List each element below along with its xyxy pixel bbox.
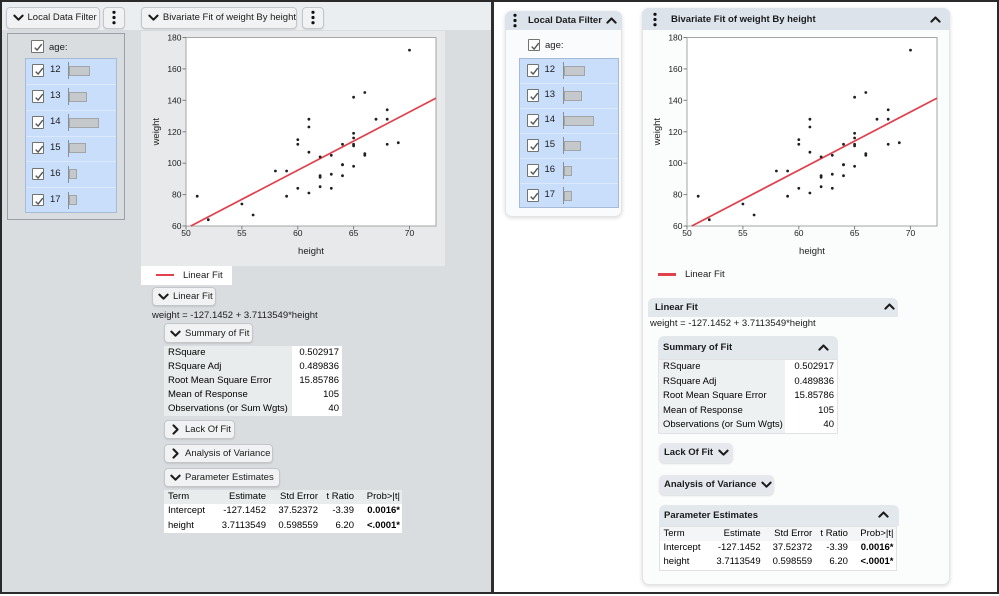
svg-text:180: 180 (167, 33, 181, 43)
svg-text:100: 100 (668, 158, 682, 168)
svg-text:120: 120 (167, 127, 181, 137)
svg-text:140: 140 (167, 95, 181, 105)
svg-text:height: height (799, 246, 825, 257)
svg-text:70: 70 (405, 228, 415, 238)
svg-text:60: 60 (673, 221, 683, 231)
svg-text:80: 80 (673, 190, 683, 200)
svg-text:120: 120 (668, 127, 682, 137)
svg-text:65: 65 (850, 228, 860, 238)
svg-text:weight: weight (151, 118, 162, 147)
svg-text:160: 160 (167, 64, 181, 74)
svg-text:65: 65 (349, 228, 359, 238)
svg-text:80: 80 (172, 190, 182, 200)
svg-text:60: 60 (794, 228, 804, 238)
svg-text:50: 50 (181, 228, 191, 238)
svg-text:height: height (298, 246, 324, 257)
svg-text:160: 160 (668, 64, 682, 74)
svg-text:60: 60 (172, 221, 182, 231)
svg-text:55: 55 (738, 228, 748, 238)
svg-text:70: 70 (906, 228, 916, 238)
svg-text:60: 60 (293, 228, 303, 238)
svg-text:100: 100 (167, 158, 181, 168)
svg-text:weight: weight (652, 118, 663, 147)
svg-text:180: 180 (668, 33, 682, 43)
svg-text:50: 50 (682, 228, 692, 238)
svg-text:140: 140 (668, 95, 682, 105)
svg-text:55: 55 (237, 228, 247, 238)
